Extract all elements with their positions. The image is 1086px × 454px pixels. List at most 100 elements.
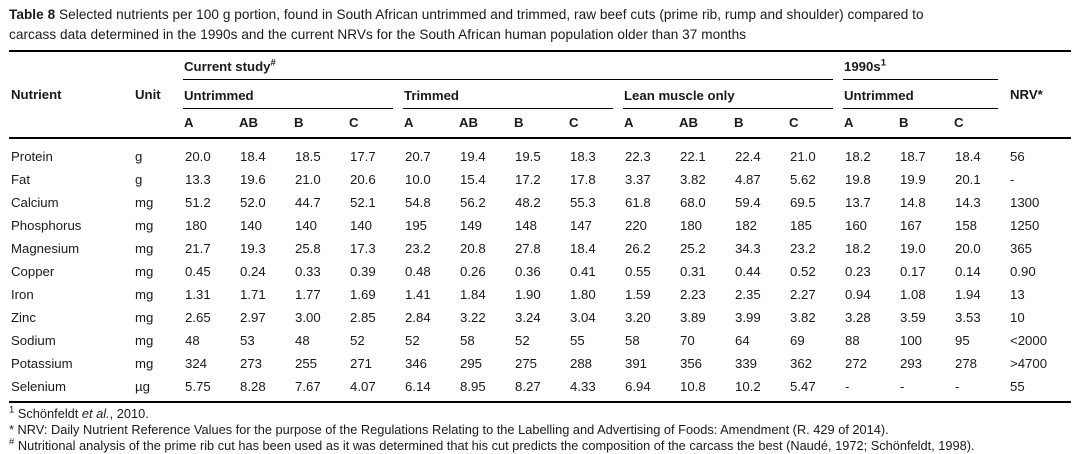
table-row: Copper mg 0.45 0.24 0.33 0.39 0.48 0.26 0.36 0.41… <box>9 260 1071 283</box>
value-cell: 1250 <box>1010 217 1040 233</box>
value-cell: 3.28 <box>845 309 871 325</box>
unit-cell: mg <box>135 309 154 325</box>
value-cell: >4700 <box>1010 355 1048 371</box>
current-study-footmark: # <box>270 57 276 69</box>
value-cell: 220 <box>625 217 648 233</box>
value-cell: 324 <box>185 355 208 371</box>
nutrients-table: Current study# 1990s1 Nutrient Unit Untr… <box>9 50 1072 403</box>
unit-cell: mg <box>135 217 154 233</box>
value-cell: 56 <box>1010 148 1025 164</box>
value-cell: 1300 <box>1010 194 1040 210</box>
current-study-span: Current study# <box>183 51 843 80</box>
value-cell: 2.65 <box>185 309 211 325</box>
value-cell: 1.90 <box>515 286 541 302</box>
value-cell: 1.94 <box>955 286 981 302</box>
value-cell: 4.07 <box>348 374 403 403</box>
value-cell: 23.2 <box>405 240 431 256</box>
header-row-subcolumns: A AB B C A AB B C A AB B C A B C <box>9 108 1072 139</box>
table-row: Zinc mg 2.65 2.97 3.00 2.85 2.84 3.22 3.24 3.04 3.… <box>9 306 1071 329</box>
value-cell: 346 <box>405 355 428 371</box>
value-cell: 2.84 <box>405 309 431 325</box>
table-number: Table 8 <box>9 7 56 22</box>
table-row: Selenium µg 5.75 8.28 7.67 4.07 6.14 8.95 8.27 4.… <box>9 374 1072 403</box>
value-cell: 362 <box>790 355 813 371</box>
caption-line-2: carcass data determined in the 1990s and… <box>9 26 747 42</box>
value-cell: 25.8 <box>295 240 321 256</box>
value-cell: 17.8 <box>570 171 596 187</box>
value-cell: 167 <box>900 217 923 233</box>
subcol-header: A <box>623 108 678 139</box>
unit-cell: mg <box>135 355 154 371</box>
value-cell: 5.75 <box>183 374 238 403</box>
value-cell: 0.36 <box>515 263 541 279</box>
value-cell: 0.44 <box>735 263 761 279</box>
value-cell: 0.94 <box>845 286 871 302</box>
value-cell: 95 <box>955 332 970 348</box>
value-cell: 148 <box>515 217 538 233</box>
value-cell: 53 <box>240 332 255 348</box>
value-cell: 69 <box>790 332 805 348</box>
value-cell: 61.8 <box>625 194 651 210</box>
value-cell: <2000 <box>1010 332 1048 348</box>
subcol-header: B <box>733 108 788 139</box>
value-cell: 160 <box>845 217 868 233</box>
footnote-marker: 1 <box>9 404 15 416</box>
value-cell: 59.4 <box>735 194 761 210</box>
value-cell: 10.0 <box>405 171 431 187</box>
value-cell: 140 <box>350 217 373 233</box>
nutrient-name: Iron <box>11 286 34 302</box>
value-cell: 18.2 <box>845 240 871 256</box>
value-cell: 391 <box>625 355 648 371</box>
value-cell: 295 <box>460 355 483 371</box>
value-cell: 3.59 <box>900 309 926 325</box>
value-cell: 52 <box>405 332 420 348</box>
value-cell: 55 <box>1008 374 1072 403</box>
value-cell: 15.4 <box>460 171 486 187</box>
value-cell: 0.55 <box>625 263 651 279</box>
value-cell: 52 <box>515 332 530 348</box>
table-row: Potassium mg 324 273 255 271 346 295 275 288 391 35… <box>9 352 1071 375</box>
value-cell: 1.41 <box>405 286 431 302</box>
value-cell: 1.77 <box>295 286 321 302</box>
value-cell: 2.27 <box>790 286 816 302</box>
subcol-header: B <box>293 108 348 139</box>
value-cell: 0.45 <box>185 263 211 279</box>
unit-cell: mg <box>135 332 154 348</box>
subcol-header: A <box>843 108 899 139</box>
value-cell: 52.0 <box>240 194 266 210</box>
value-cell: - <box>843 374 899 403</box>
value-cell: 3.04 <box>570 309 596 325</box>
nutrient-name: Sodium <box>11 332 56 348</box>
group-untrimmed-1990s: Untrimmed <box>843 80 1008 109</box>
value-cell: 14.8 <box>900 194 926 210</box>
value-cell: 3.53 <box>955 309 981 325</box>
value-cell: 288 <box>570 355 593 371</box>
value-cell: 5.62 <box>790 171 816 187</box>
subcol-header: C <box>348 108 403 139</box>
unit-cell: mg <box>135 263 154 279</box>
footnote-marker: * <box>9 421 14 437</box>
footnote-nrv: * NRV: Daily Nutrient Reference Values f… <box>9 421 889 437</box>
value-cell: 0.14 <box>955 263 981 279</box>
value-cell: 3.20 <box>625 309 651 325</box>
subcol-header: A <box>183 108 238 139</box>
value-cell: 149 <box>460 217 483 233</box>
nutrient-name: Fat <box>11 171 31 187</box>
table-row: Fat g 13.3 19.6 21.0 20.6 10.0 15.4 17.2 17.8 3.37… <box>9 168 1071 191</box>
nutrient-name: Selenium <box>9 374 133 403</box>
value-cell: 182 <box>735 217 758 233</box>
nineties-header: 1990s1 <box>843 52 999 80</box>
value-cell: 19.4 <box>460 148 486 164</box>
value-cell: 1.84 <box>460 286 486 302</box>
unit-cell: g <box>135 171 143 187</box>
value-cell: 20.6 <box>350 171 376 187</box>
value-cell: 56.2 <box>460 194 486 210</box>
value-cell: 19.9 <box>900 171 926 187</box>
value-cell: 1.80 <box>570 286 596 302</box>
value-cell: - <box>898 374 954 403</box>
value-cell: - <box>953 374 1009 403</box>
subcol-header: C <box>953 108 1009 139</box>
value-cell: 180 <box>680 217 703 233</box>
value-cell: 88 <box>845 332 860 348</box>
